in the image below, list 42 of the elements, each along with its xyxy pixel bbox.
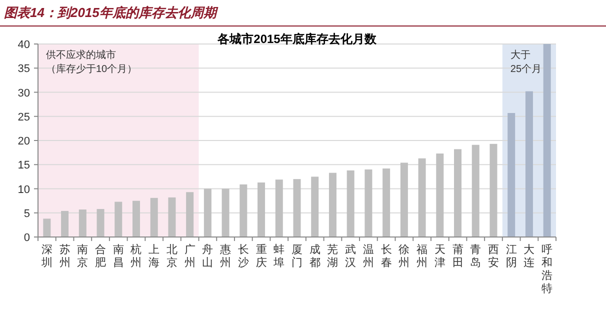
x-tick-label: 广州 bbox=[184, 243, 196, 269]
x-tick-label: 南京 bbox=[77, 243, 88, 269]
band-label: 供不应求的城市（库存少于10个月） bbox=[46, 49, 138, 75]
y-tick-label: 25 bbox=[18, 111, 30, 124]
x-tick-label: 芜湖 bbox=[327, 243, 338, 269]
x-tick-label: 重庆 bbox=[256, 243, 267, 269]
y-tick-label: 20 bbox=[18, 136, 30, 148]
title: 图表14：到2015年底的库存去化周期 bbox=[4, 5, 216, 20]
y-tick-label: 10 bbox=[18, 184, 30, 196]
x-tick-label: 武汉 bbox=[345, 243, 356, 269]
band-label: 大于25个月 bbox=[510, 49, 542, 75]
x-tick-label: 南昌 bbox=[112, 243, 124, 269]
x-tick-label: 合肥 bbox=[95, 243, 106, 269]
x-tick-label: 长沙 bbox=[238, 243, 249, 269]
x-tick-label: 徐州 bbox=[398, 244, 410, 269]
y-tick-label: 5 bbox=[24, 208, 30, 220]
x-tick-label: 北京 bbox=[166, 243, 178, 269]
x-tick-label: 惠州 bbox=[219, 243, 232, 269]
x-tick-label: 西安 bbox=[488, 244, 499, 269]
x-tick-label: 江阴 bbox=[506, 244, 517, 269]
y-tick-label: 0 bbox=[24, 232, 30, 244]
chart-subtitle: 各城市2015年底库存去化月数 bbox=[216, 32, 378, 46]
y-tick-label: 35 bbox=[18, 63, 30, 76]
x-tick-label: 上海 bbox=[148, 243, 160, 269]
y-tick-label: 30 bbox=[18, 87, 30, 100]
x-tick-label: 深圳 bbox=[40, 244, 52, 269]
x-tick-label: 成都 bbox=[309, 243, 320, 269]
x-tick-label: 杭州 bbox=[130, 243, 142, 269]
x-tick-label: 舟山 bbox=[202, 243, 214, 269]
x-tick-label: 青岛 bbox=[470, 243, 482, 269]
x-tick-label: 呼和浩特 bbox=[542, 243, 553, 295]
x-tick-label: 大连 bbox=[524, 243, 535, 269]
x-tick-label: 天津 bbox=[434, 244, 446, 269]
x-tick-label: 莆田 bbox=[452, 243, 464, 269]
x-tick-label: 苏州 bbox=[59, 243, 70, 269]
x-tick-label: 温州 bbox=[362, 244, 374, 269]
y-tick-label: 40 bbox=[18, 39, 30, 51]
y-tick-label: 15 bbox=[18, 160, 30, 172]
x-tick-label: 长春 bbox=[380, 243, 392, 269]
x-tick-label: 福州 bbox=[416, 243, 428, 269]
x-tick-label: 蚌埠 bbox=[272, 243, 285, 269]
x-tick-label: 厦门 bbox=[292, 244, 302, 269]
